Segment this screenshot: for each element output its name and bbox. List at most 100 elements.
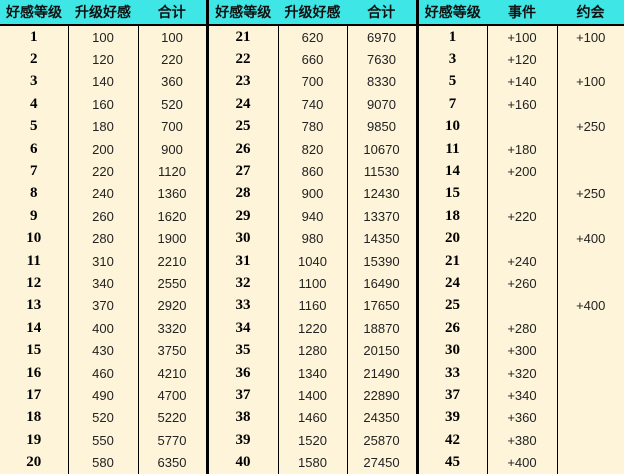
cell-date <box>556 384 624 407</box>
cell-date: +250 <box>556 182 624 206</box>
cell-level: 27 <box>205 160 278 183</box>
table-row: 8 240 1360 28 900 12430 15 +250 <box>0 182 624 206</box>
cell-level: 10 <box>415 115 487 138</box>
cell-total: 5770 <box>137 429 207 452</box>
cell-total: 8330 <box>346 70 417 94</box>
cell-total: 520 <box>137 93 207 116</box>
cell-date <box>556 249 624 273</box>
cell-date <box>556 272 624 295</box>
table-row: 5 180 700 25 780 9850 10 +250 <box>0 115 624 138</box>
cell-upgrade-affection: 1520 <box>277 429 347 452</box>
cell-upgrade-affection: 280 <box>67 227 138 250</box>
cell-level: 42 <box>415 429 487 452</box>
cell-upgrade-affection: 550 <box>67 429 138 452</box>
cell-level: 4 <box>30 95 38 112</box>
cell-date: +100 <box>556 70 624 94</box>
cell-upgrade-affection: 520 <box>67 406 138 430</box>
cell-date <box>556 48 624 71</box>
cell-level: 21 <box>415 249 487 273</box>
cell-level: 7 <box>415 93 487 116</box>
cell-level: 5 <box>415 70 487 94</box>
cell-date <box>556 205 624 228</box>
cell-total: 3750 <box>137 339 207 362</box>
cell-total: 25870 <box>346 429 417 452</box>
cell-upgrade-affection: 240 <box>67 182 138 206</box>
cell-total: 24350 <box>346 406 417 430</box>
cell-date <box>556 93 624 116</box>
cell-upgrade-affection: 460 <box>67 361 138 385</box>
cell-date <box>556 317 624 340</box>
cell-level: 11 <box>415 137 487 161</box>
cell-date: +400 <box>556 294 624 318</box>
table-row: 3 140 360 23 700 8330 5 +140 +100 <box>0 70 624 94</box>
table-row: 16 460 4210 36 1340 21490 33 +320 <box>0 361 624 385</box>
cell-total: 2550 <box>137 272 207 295</box>
cell-level: 26 <box>205 137 278 161</box>
table-row: 6 200 900 26 820 10670 11 +180 <box>0 137 624 161</box>
cell-level: 20 <box>26 454 42 471</box>
cell-level: 7 <box>30 163 38 180</box>
cell-upgrade-affection: 1040 <box>277 249 347 273</box>
cell-total: 1120 <box>137 160 207 183</box>
cell-upgrade-affection: 160 <box>67 93 138 116</box>
cell-event: +240 <box>486 249 557 273</box>
cell-total: 2920 <box>137 294 207 318</box>
cell-level: 23 <box>205 70 278 94</box>
table-row: 15 430 3750 35 1280 20150 30 +300 <box>0 339 624 362</box>
cell-upgrade-affection: 1100 <box>277 272 347 295</box>
header-level: 好感等级 <box>415 0 487 26</box>
cell-total: 27450 <box>346 451 417 474</box>
cell-upgrade-affection: 740 <box>277 93 347 116</box>
cell-level: 14 <box>26 319 42 336</box>
header-row: 好感等级 升级好感 合计 好感等级 升级好感 合计 好感等级 事件 约会 <box>0 0 624 26</box>
cell-event <box>486 182 557 206</box>
header-event: 事件 <box>487 0 557 26</box>
cell-upgrade-affection: 120 <box>67 48 138 71</box>
cell-upgrade-affection: 430 <box>67 339 138 362</box>
cell-level: 18 <box>415 205 487 228</box>
cell-upgrade-affection: 1580 <box>277 451 347 474</box>
table-row: 2 120 220 22 660 7630 3 +120 <box>0 48 624 71</box>
table-row: 20 580 6350 40 1580 27450 45 +400 <box>0 451 624 474</box>
cell-date: +250 <box>556 115 624 138</box>
cell-total: 360 <box>137 70 207 94</box>
cell-upgrade-affection: 370 <box>67 294 138 318</box>
cell-level: 15 <box>415 182 487 206</box>
cell-level: 11 <box>26 252 41 269</box>
cell-level: 33 <box>415 361 487 385</box>
cell-level: 16 <box>26 364 42 381</box>
cell-upgrade-affection: 180 <box>67 115 138 138</box>
cell-level: 40 <box>205 451 278 474</box>
cell-event: +160 <box>486 93 557 116</box>
cell-event: +220 <box>486 205 557 228</box>
cell-upgrade-affection: 1400 <box>277 384 347 407</box>
cell-total: 16490 <box>346 272 417 295</box>
cell-total: 7630 <box>346 48 417 71</box>
cell-upgrade-affection: 100 <box>67 25 138 49</box>
cell-upgrade-affection: 980 <box>277 227 347 250</box>
cell-total: 22890 <box>346 384 417 407</box>
cell-total: 4210 <box>137 361 207 385</box>
cell-total: 6350 <box>137 451 207 474</box>
table-row: 11 310 2210 31 1040 15390 21 +240 <box>0 249 624 273</box>
cell-level: 5 <box>30 118 38 135</box>
cell-level: 26 <box>415 317 487 340</box>
header-upgrade-affection: 升级好感 <box>278 0 347 26</box>
cell-upgrade-affection: 140 <box>67 70 138 94</box>
cell-level: 2 <box>30 51 38 68</box>
cell-upgrade-affection: 860 <box>277 160 347 183</box>
cell-level: 18 <box>26 409 42 426</box>
cell-upgrade-affection: 700 <box>277 70 347 94</box>
cell-level: 37 <box>205 384 278 407</box>
cell-event: +100 <box>486 25 557 49</box>
table-row: 12 340 2550 32 1100 16490 24 +260 <box>0 272 624 295</box>
cell-total: 12430 <box>346 182 417 206</box>
cell-upgrade-affection: 200 <box>67 137 138 161</box>
cell-level: 36 <box>205 361 278 385</box>
cell-date <box>556 429 624 452</box>
cell-level: 17 <box>26 386 42 403</box>
header-upgrade-affection: 升级好感 <box>68 0 138 26</box>
cell-event <box>486 115 557 138</box>
table-row: 18 520 5220 38 1460 24350 39 +360 <box>0 406 624 430</box>
cell-event: +180 <box>486 137 557 161</box>
